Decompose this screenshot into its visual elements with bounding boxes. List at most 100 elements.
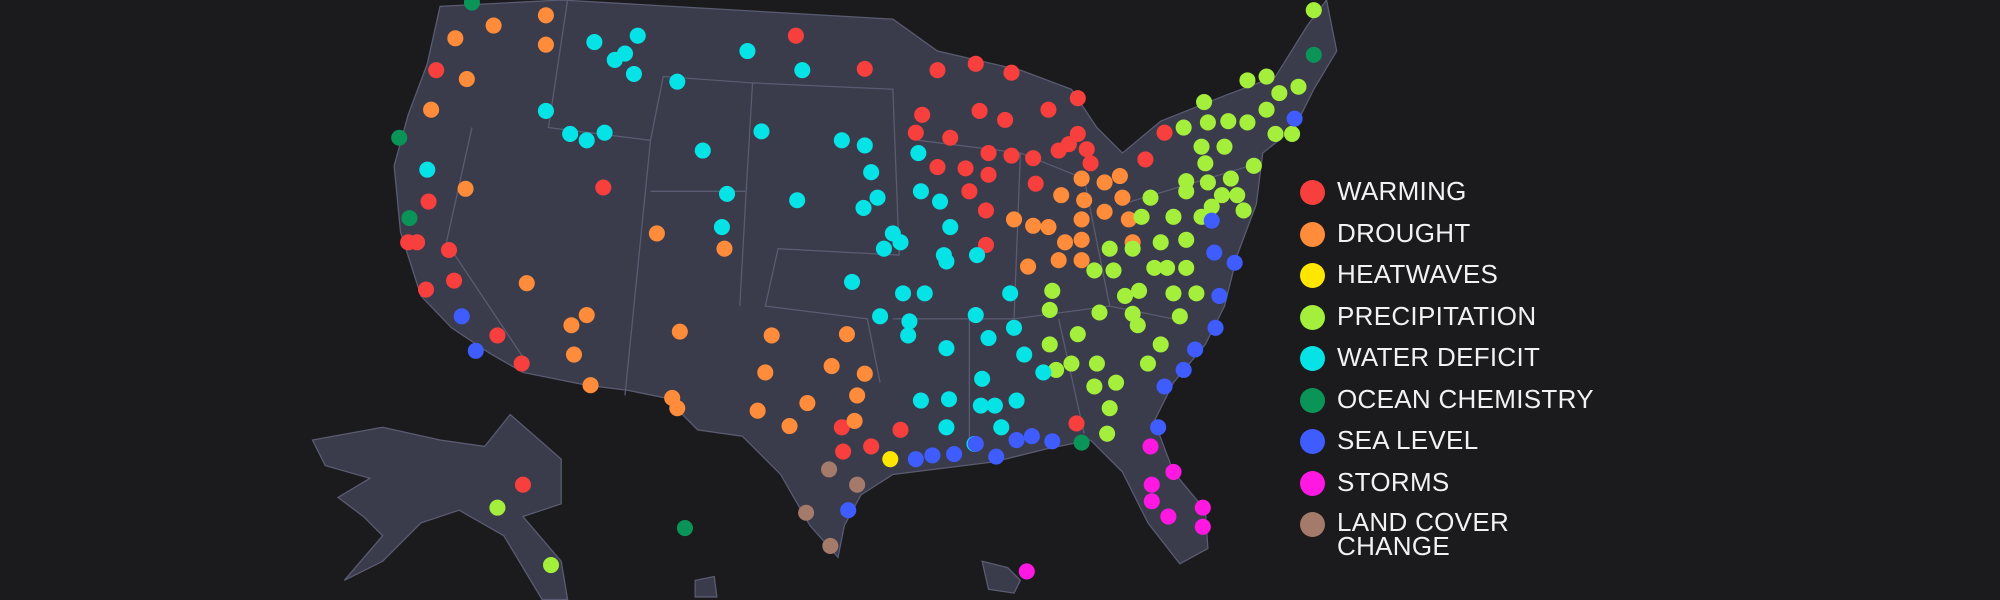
site-marker [1091,304,1108,321]
site-marker [1284,125,1301,142]
site-marker [794,62,811,79]
site-marker [1073,252,1090,269]
site-marker [892,234,909,251]
site-marker [1175,361,1192,378]
site-marker [869,189,886,206]
site-marker [428,62,445,79]
site-marker [467,342,484,359]
site-marker [849,387,866,404]
site-marker [1196,94,1213,111]
site-marker [1197,155,1214,172]
site-marker [1063,355,1080,372]
site-marker [391,129,408,146]
legend-swatch [1300,429,1325,454]
site-marker [901,313,918,330]
map-shapes [311,0,1338,600]
site-marker [1146,259,1163,276]
site-marker [988,448,1005,465]
site-marker [1025,150,1042,167]
site-marker [629,27,646,44]
site-marker [582,377,599,394]
site-marker [823,358,840,375]
site-marker [1078,141,1095,158]
site-marker [1002,285,1019,302]
legend-label: SEA LEVEL [1337,425,1479,455]
site-marker [986,397,1003,414]
site-marker [513,355,530,372]
site-marker [713,219,730,236]
site-marker [1053,187,1070,204]
site-marker [1096,203,1113,220]
site-marker [1207,319,1224,336]
site-marker [1008,392,1025,409]
site-marker [1267,125,1284,142]
site-marker [1188,285,1205,302]
site-marker [616,45,634,62]
site-marker [1305,2,1322,19]
site-marker [669,400,686,417]
site-marker [1016,346,1033,363]
site-marker [1096,174,1113,191]
site-marker [757,364,774,381]
site-marker [1156,378,1173,395]
site-marker [537,102,554,120]
alaska [311,413,569,600]
site-marker [838,326,855,343]
site-marker [694,142,711,159]
site-marker [980,329,997,347]
site-marker [1187,341,1204,358]
site-marker [1076,192,1093,209]
site-marker [1048,361,1065,378]
site-marker [1041,301,1058,318]
site-marker [1041,336,1058,353]
site-marker [929,62,946,79]
site-marker [1239,72,1256,89]
site-marker [1137,151,1154,168]
site-marker [929,159,946,176]
site-marker [753,123,770,140]
site-marker [1088,355,1105,372]
site-marker [1105,262,1122,279]
site-marker [586,34,603,51]
site-marker [798,504,815,521]
site-marker [1206,244,1223,261]
site-marker [1111,167,1128,185]
site-marker [1101,400,1118,417]
legend: WARMING DROUGHT HEATWAVES PRECIPITATION WATE… [1300,176,1594,559]
site-marker [578,307,595,324]
site-marker [1101,240,1118,257]
site-marker [957,160,974,177]
site-marker [489,327,506,344]
site-markers [391,0,1322,580]
site-marker [1142,189,1159,206]
site-marker [967,55,984,72]
site-marker [489,499,506,516]
site-marker [423,101,440,118]
legend-swatch [1300,346,1325,371]
site-marker [895,285,912,302]
site-marker [938,419,955,436]
site-marker [676,520,693,537]
site-marker [1239,114,1256,131]
site-marker [1040,219,1057,236]
site-marker [1057,234,1074,251]
legend-label: LAND COVER CHANGE [1337,507,1510,561]
site-marker [863,438,880,455]
site-marker [822,537,839,554]
legend-label: WARMING [1337,176,1467,206]
site-marker [1199,114,1216,131]
site-marker [938,340,955,357]
site-marker [907,124,924,141]
legend-swatch [1300,512,1325,537]
legend-item: PRECIPITATION [1300,303,1594,345]
site-marker [967,435,984,452]
site-marker [1005,211,1023,228]
site-marker [972,397,989,414]
site-marker [1142,438,1159,455]
hawaii [694,560,1022,598]
legend-item: DROUGHT [1300,220,1594,262]
legend-label: WATER DEFICIT [1337,342,1541,372]
site-marker [1023,428,1040,445]
site-marker [1099,425,1116,442]
